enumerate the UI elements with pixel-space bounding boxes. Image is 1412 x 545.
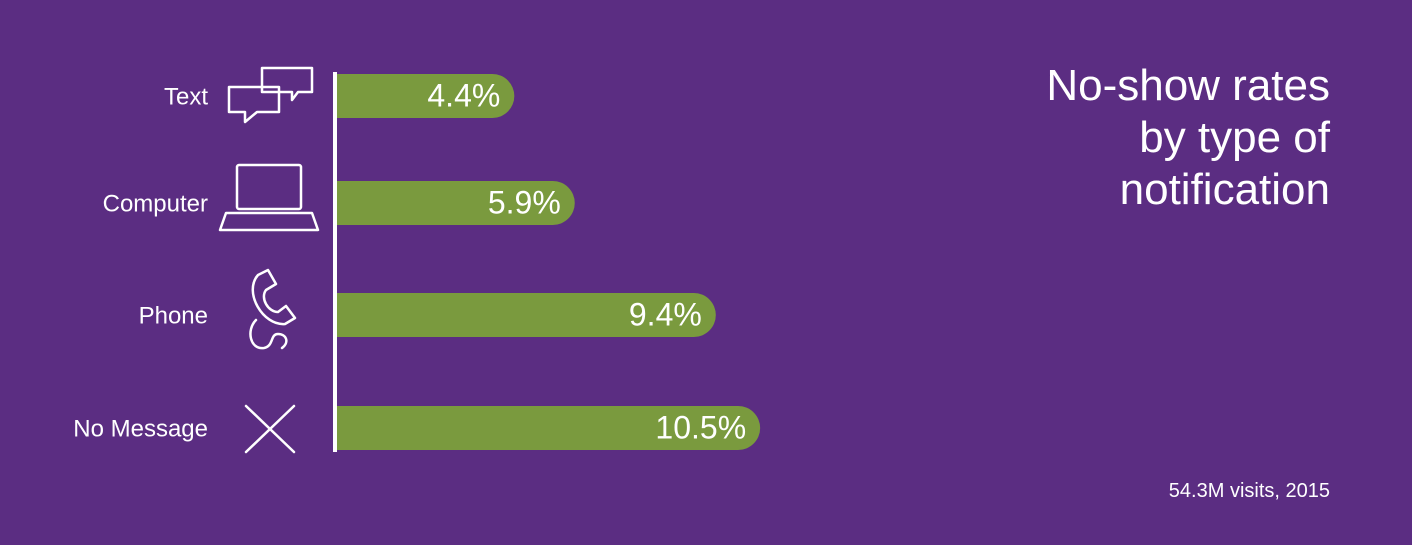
chart-note: 54.3M visits, 2015 [1168, 480, 1330, 502]
bar [337, 406, 761, 450]
icon-phone [249, 268, 297, 350]
icon-computer [218, 163, 320, 232]
icon-text [227, 66, 314, 124]
bar [337, 74, 515, 118]
category-label: No Message [73, 415, 208, 442]
category-label: Computer [103, 190, 208, 217]
category-label: Phone [139, 302, 208, 329]
value-label: 5.9% [488, 184, 561, 220]
bar [337, 181, 575, 225]
bar [337, 293, 716, 337]
value-label: 9.4% [629, 296, 702, 332]
category-label: Text [164, 83, 208, 110]
value-label: 4.4% [427, 77, 500, 113]
chart-title: No-show rates by type of notification [1046, 61, 1330, 214]
value-label: 10.5% [655, 409, 746, 445]
icon-no-message [244, 404, 296, 454]
